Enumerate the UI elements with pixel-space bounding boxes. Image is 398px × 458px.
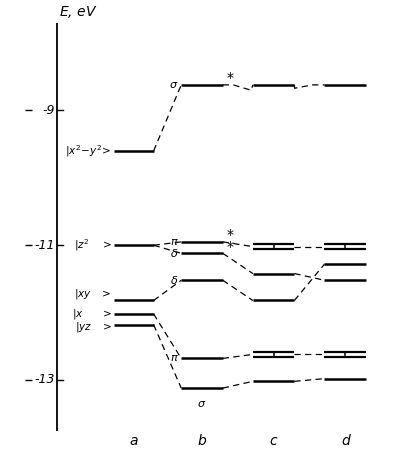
Text: *: * <box>226 240 233 254</box>
Text: $|x\quad\;\;\;>$: $|x\quad\;\;\;>$ <box>72 307 111 321</box>
Text: $\delta$: $\delta$ <box>170 274 178 286</box>
Text: $|z^2\quad\,>$: $|z^2\quad\,>$ <box>74 237 111 253</box>
Text: $\delta$: $\delta$ <box>170 247 178 259</box>
Text: c: c <box>270 434 277 448</box>
Text: $|x^2\!-\!y^2\!>$: $|x^2\!-\!y^2\!>$ <box>65 143 111 159</box>
Text: $\sigma$: $\sigma$ <box>197 398 207 409</box>
Text: -9: -9 <box>43 104 55 117</box>
Text: $\sigma$: $\sigma$ <box>169 80 178 90</box>
Text: -11: -11 <box>35 239 55 252</box>
Text: *: * <box>226 228 233 242</box>
Text: b: b <box>198 434 206 448</box>
Text: a: a <box>130 434 138 448</box>
Text: $\pi$: $\pi$ <box>170 237 178 247</box>
Text: $|yz\quad>$: $|yz\quad>$ <box>74 321 111 334</box>
Text: $\pi$: $\pi$ <box>170 354 178 364</box>
Text: d: d <box>341 434 349 448</box>
Text: $E$, eV: $E$, eV <box>59 4 97 20</box>
Text: -13: -13 <box>35 373 55 387</box>
Text: *: * <box>226 71 233 85</box>
Text: $|xy\quad>$: $|xy\quad>$ <box>74 287 111 301</box>
